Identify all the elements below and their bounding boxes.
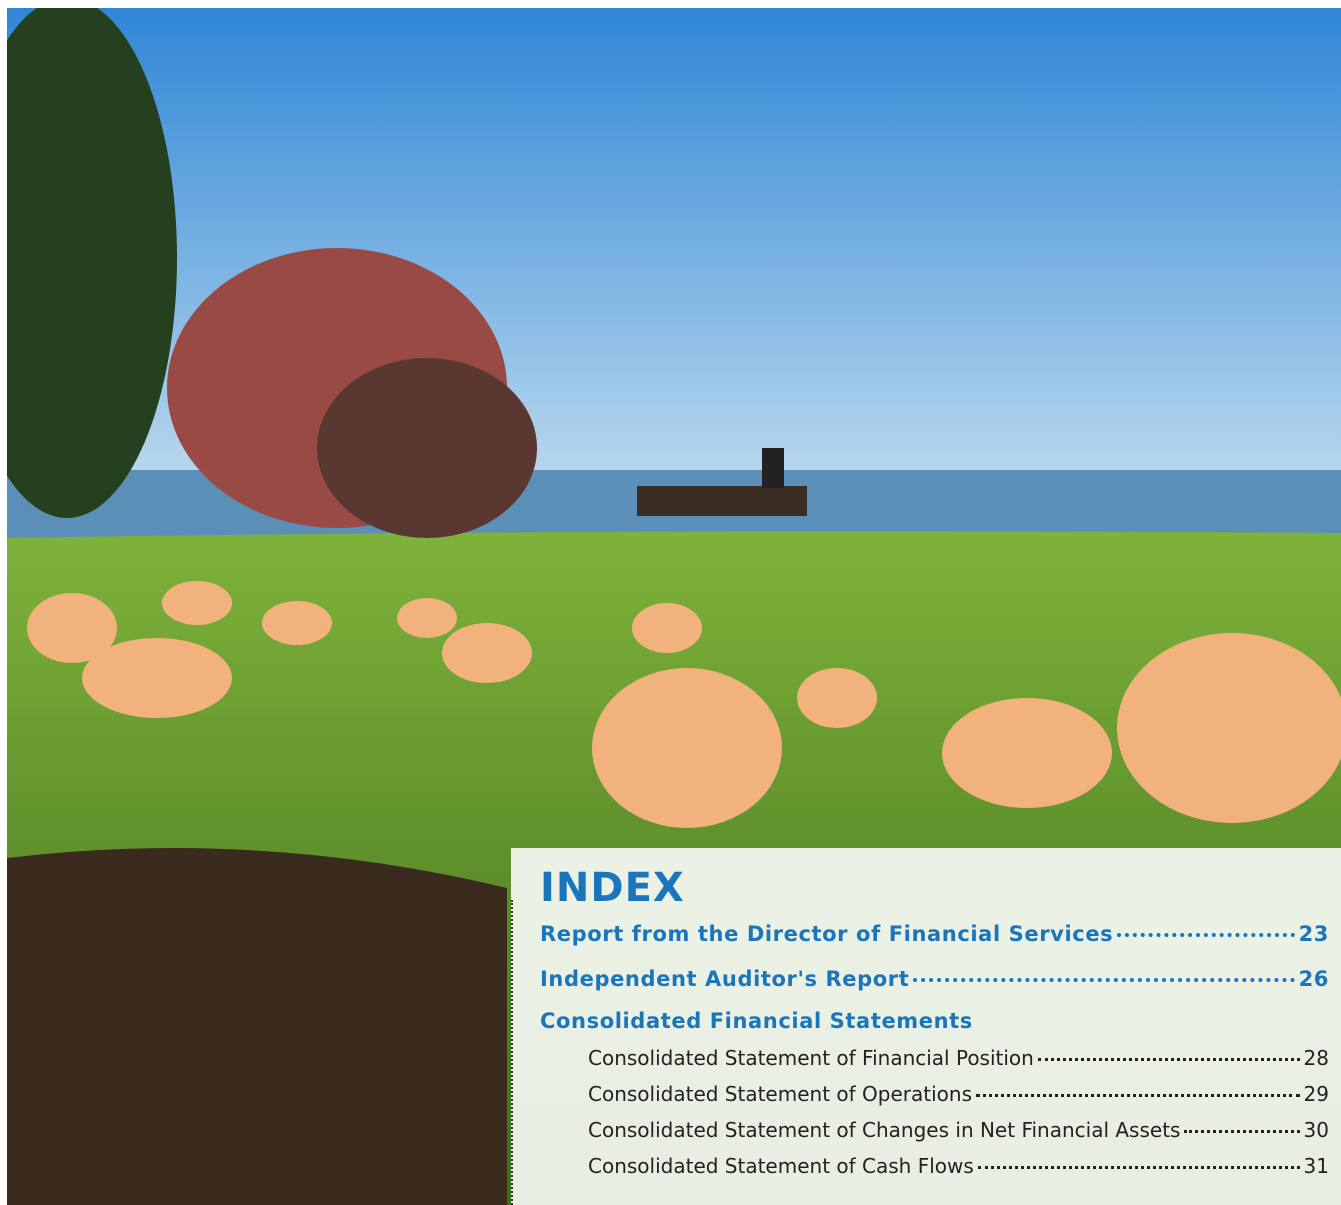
page: INDEX Report from the Director of Financ… (0, 0, 1341, 1205)
section-heading: Consolidated Financial Statements (540, 1002, 1329, 1040)
section-entry[interactable]: Independent Auditor's Report 26 (540, 957, 1329, 1002)
dot-leader (976, 1094, 1300, 1097)
section-entry[interactable]: Report from the Director of Financial Se… (540, 912, 1329, 957)
entry-page: 23 (1299, 912, 1329, 957)
index-title: INDEX (540, 866, 1329, 910)
dot-leader (1117, 933, 1294, 937)
entry-title: Independent Auditor's Report (540, 957, 909, 1002)
item-entry[interactable]: Consolidated Statement of Operations 29 (540, 1076, 1329, 1112)
entry-title: Report from the Director of Financial Se… (540, 912, 1113, 957)
entry-title: Consolidated Statement of Changes in Net… (588, 1112, 1180, 1148)
entry-page: 30 (1304, 1112, 1329, 1148)
item-entry[interactable]: Consolidated Statement of Cash Flows 31 (540, 1148, 1329, 1184)
dot-leader (978, 1166, 1300, 1169)
entry-page: 29 (1304, 1076, 1329, 1112)
item-entry[interactable]: Consolidated Statement of Changes in Net… (540, 1112, 1329, 1148)
entry-page: 26 (1299, 957, 1329, 1002)
entry-title: Consolidated Financial Statements (540, 1002, 973, 1040)
entry-page: 28 (1304, 1040, 1329, 1076)
index-panel: INDEX Report from the Director of Financ… (511, 848, 1341, 1205)
dot-leader (1038, 1058, 1300, 1061)
item-entry[interactable]: Consolidated Statement of Financial Posi… (540, 1040, 1329, 1076)
entry-page: 31 (1304, 1148, 1329, 1184)
entry-title: Consolidated Statement of Cash Flows (588, 1148, 974, 1184)
dot-leader (1184, 1130, 1299, 1133)
entry-title: Consolidated Statement of Operations (588, 1076, 972, 1112)
entry-title: Consolidated Statement of Financial Posi… (588, 1040, 1034, 1076)
dot-leader (913, 978, 1294, 982)
